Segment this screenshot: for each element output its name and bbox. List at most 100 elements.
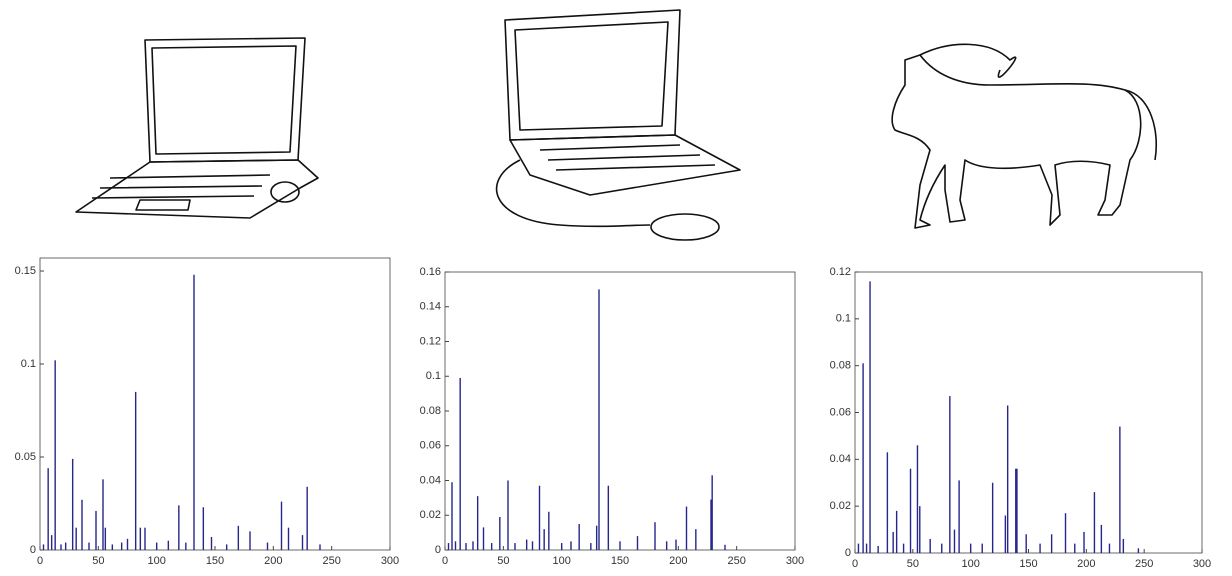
bar xyxy=(139,527,142,550)
bar xyxy=(1093,492,1096,553)
bar xyxy=(280,501,283,550)
bar xyxy=(886,452,889,553)
bar xyxy=(1004,515,1007,553)
bar xyxy=(185,542,187,550)
plot-frame xyxy=(444,271,796,551)
y-tick-label: 0.02 xyxy=(830,500,851,512)
bar xyxy=(578,523,580,550)
bar xyxy=(155,542,158,550)
bar xyxy=(548,511,550,550)
bar xyxy=(88,542,90,550)
bar xyxy=(306,486,308,550)
bar xyxy=(1083,531,1085,553)
y-tick-label: 0.12 xyxy=(420,335,441,347)
x-tick-label: 100 xyxy=(961,558,979,570)
bar xyxy=(476,496,479,550)
x-tick-label: 100 xyxy=(552,555,570,567)
bar xyxy=(126,538,129,550)
bar xyxy=(865,543,868,553)
bar xyxy=(1108,543,1111,553)
y-tick-label: 0.1 xyxy=(426,370,441,382)
plot-frame xyxy=(854,271,1203,554)
bar xyxy=(134,391,137,550)
bar xyxy=(1137,548,1140,553)
bar xyxy=(892,531,894,553)
bar xyxy=(459,377,461,550)
bar xyxy=(869,281,871,553)
bar xyxy=(538,485,541,550)
bar xyxy=(507,480,509,550)
y-tick-label: 0 xyxy=(30,544,36,556)
bar xyxy=(607,485,610,550)
x-tick-label: 150 xyxy=(611,555,629,567)
x-tick-label: 200 xyxy=(264,555,282,567)
bar xyxy=(301,535,304,550)
y-tick-label: 0.02 xyxy=(420,509,441,521)
bar xyxy=(1119,426,1121,553)
bar xyxy=(590,543,592,550)
bar xyxy=(654,522,656,550)
bar xyxy=(225,544,228,550)
bar xyxy=(619,541,621,550)
x-tick-label: 50 xyxy=(497,555,509,567)
bar xyxy=(64,542,67,550)
bar xyxy=(1025,534,1027,553)
plot-frame xyxy=(39,257,391,551)
y-tick-label: 0.1 xyxy=(836,313,851,325)
bar xyxy=(42,544,45,550)
horse-sketch xyxy=(891,43,1157,229)
bar xyxy=(895,510,898,553)
x-tick-label: 150 xyxy=(1019,558,1037,570)
x-tick-label: 250 xyxy=(1135,558,1153,570)
bar xyxy=(60,544,62,550)
bar xyxy=(75,527,77,550)
bar xyxy=(287,527,290,550)
y-tick-label: 0.08 xyxy=(830,360,851,372)
bar xyxy=(81,499,83,550)
bar xyxy=(1122,538,1125,553)
bar xyxy=(525,539,528,550)
bar xyxy=(210,536,213,550)
bar xyxy=(47,468,49,550)
bar xyxy=(1015,468,1017,553)
bar xyxy=(857,543,860,553)
bar xyxy=(167,540,170,550)
y-tick-label: 0 xyxy=(845,547,851,559)
bar xyxy=(877,545,879,553)
bar xyxy=(560,543,563,550)
y-tick-label: 0.04 xyxy=(420,474,441,486)
bar xyxy=(266,542,269,550)
y-tick-label: 0.16 xyxy=(420,266,441,278)
bar xyxy=(711,475,713,550)
bar xyxy=(514,543,516,550)
y-tick-label: 0.04 xyxy=(830,453,851,465)
x-tick-label: 250 xyxy=(322,555,340,567)
bar xyxy=(685,506,688,550)
bar xyxy=(54,360,56,550)
bar xyxy=(1050,534,1053,553)
x-tick-label: 50 xyxy=(92,555,104,567)
y-tick-label: 0.08 xyxy=(420,405,441,417)
bar xyxy=(958,480,960,553)
bar xyxy=(71,458,74,550)
x-tick-label: 200 xyxy=(669,555,687,567)
bar xyxy=(451,482,453,550)
bar xyxy=(1016,468,1018,553)
bar xyxy=(675,539,677,550)
bar xyxy=(472,541,474,550)
bar xyxy=(102,479,104,550)
bar xyxy=(636,536,639,550)
laptop-sketch xyxy=(75,37,319,219)
bar xyxy=(499,516,501,550)
bar xyxy=(319,544,321,550)
bar xyxy=(919,506,921,553)
y-tick-label: 0.06 xyxy=(420,440,441,452)
bar xyxy=(991,482,994,553)
bar xyxy=(595,525,598,550)
bar xyxy=(665,541,668,550)
y-tick-label: 0.12 xyxy=(830,266,851,278)
x-tick-label: 0 xyxy=(442,555,448,567)
bar xyxy=(178,505,180,550)
laptop-mouse-sketch xyxy=(495,9,741,241)
